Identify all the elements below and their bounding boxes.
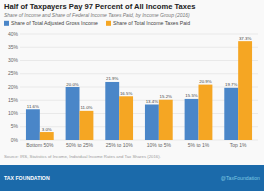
y-tick-label: 30% [8, 57, 19, 63]
data-label: 15.5% [185, 93, 198, 98]
footer-right: @TaxFoundation [221, 175, 260, 181]
data-label: 13.4% [146, 99, 159, 104]
data-label: 19.7% [225, 82, 238, 87]
data-label: 11.0% [80, 105, 92, 110]
legend-swatch [4, 21, 9, 26]
grid-line [20, 47, 258, 48]
bar [66, 87, 80, 140]
x-tick-label: Bottom 50% [26, 142, 54, 148]
grid-line [20, 73, 258, 74]
background [0, 0, 264, 191]
y-tick-label: 25% [8, 70, 19, 76]
bar [185, 99, 199, 140]
chart: Half of Taxpayers Pay 97 Percent of All … [0, 0, 264, 191]
bar [105, 82, 119, 140]
data-label: 37.3% [239, 36, 252, 41]
data-label: 15.2% [160, 94, 173, 99]
legend-entry: Share of Total Adjusted Gross Income [11, 20, 98, 26]
grid-line [20, 126, 258, 127]
bar [119, 96, 133, 140]
bar [199, 85, 213, 140]
legend-swatch [106, 21, 111, 26]
y-tick-label: 40% [8, 31, 19, 37]
y-tick-label: 0% [11, 137, 19, 143]
data-label: 3.0% [42, 127, 52, 132]
data-label: 20.9% [199, 79, 212, 84]
grid-line [20, 87, 258, 88]
bar [80, 111, 94, 140]
y-tick-label: 35% [8, 44, 19, 50]
x-tick-label: 10% to 5% [147, 142, 172, 148]
bar [159, 100, 173, 140]
grid-line [20, 140, 258, 141]
y-tick-label: 5% [11, 123, 19, 129]
bar [145, 104, 159, 140]
data-label: 20.0% [66, 82, 79, 87]
y-tick-label: 15% [8, 97, 19, 103]
bar [40, 132, 54, 140]
grid-line [20, 113, 258, 114]
data-label: 21.9% [106, 76, 119, 81]
data-label: 16.5% [120, 91, 133, 96]
subtitle: Share of Income and Share of Federal Inc… [4, 12, 190, 18]
bar [224, 88, 238, 140]
grid-line [20, 34, 258, 35]
y-tick-label: 20% [8, 84, 19, 90]
x-tick-label: 25% to 10% [106, 142, 134, 148]
legend-entry: Share of Total Income Taxes Paid [113, 20, 190, 26]
footer-left: TAX FOUNDATION [4, 175, 50, 181]
title: Half of Taxpayers Pay 97 Percent of All … [4, 2, 195, 11]
bars [26, 41, 252, 140]
bar [238, 41, 252, 140]
grid-line [20, 100, 258, 101]
x-tick-label: 5% to 1% [188, 142, 210, 148]
y-tick-label: 10% [8, 110, 19, 116]
bar [26, 109, 40, 140]
x-tick-label: 50% to 25% [66, 142, 94, 148]
footer [0, 165, 264, 191]
x-tick-label: Top 1% [230, 142, 247, 148]
data-labels: 11.6% 20.0% 21.9% 13.4% 15.5% 19.7% 3.0% 11.0% 1… [27, 36, 252, 132]
source: Source: IRS, Statistics of Income, Indiv… [4, 154, 161, 159]
data-label: 11.6% [27, 104, 39, 109]
grid-line [20, 60, 258, 61]
